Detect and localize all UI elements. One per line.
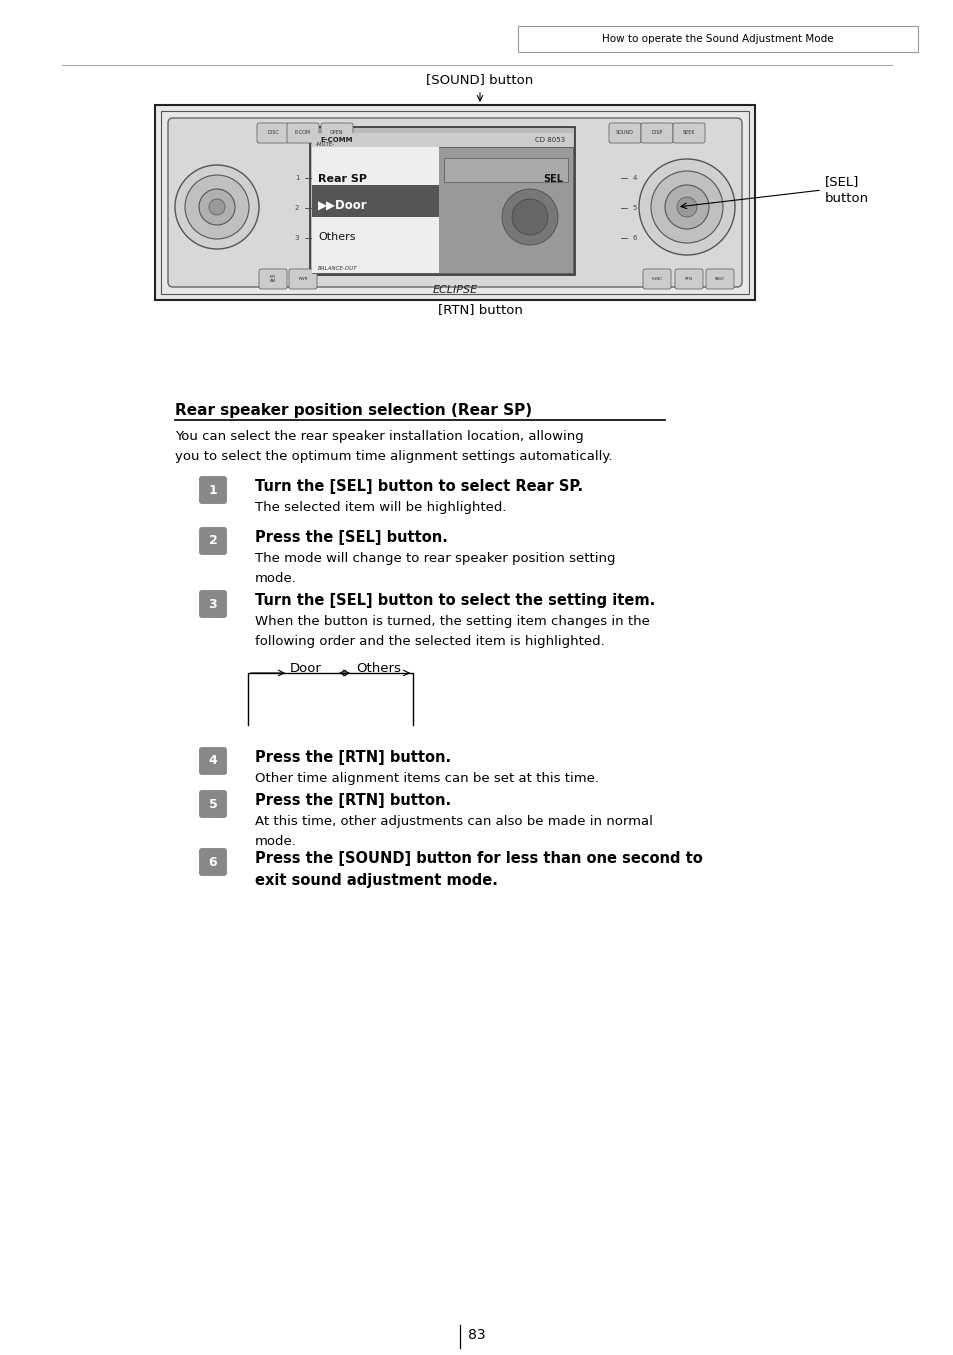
Text: 1: 1 [294, 175, 299, 182]
Text: 6: 6 [632, 234, 637, 241]
FancyBboxPatch shape [199, 527, 226, 554]
Text: Others: Others [355, 663, 400, 676]
Text: SEL: SEL [542, 173, 562, 184]
Text: ▶▶Door: ▶▶Door [317, 198, 367, 211]
FancyBboxPatch shape [256, 123, 289, 144]
FancyBboxPatch shape [705, 270, 733, 289]
Text: E-COM: E-COM [294, 130, 311, 136]
Text: you to select the optimum time alignment settings automatically.: you to select the optimum time alignment… [174, 450, 612, 463]
Bar [312, 133, 573, 149]
Text: Press the [SOUND] button for less than one second to: Press the [SOUND] button for less than o… [254, 851, 702, 866]
FancyBboxPatch shape [289, 270, 316, 289]
Text: [RTN] button: [RTN] button [437, 304, 522, 317]
Text: 4: 4 [632, 175, 637, 182]
FancyBboxPatch shape [608, 123, 640, 144]
Bar [517, 26, 917, 51]
Text: The selected item will be highlighted.: The selected item will be highlighted. [254, 501, 506, 514]
Text: Press the [SEL] button.: Press the [SEL] button. [254, 530, 447, 545]
Text: exit sound adjustment mode.: exit sound adjustment mode. [254, 873, 497, 888]
Text: BALANCE-OUT: BALANCE-OUT [317, 267, 357, 271]
Text: 83: 83 [468, 1328, 485, 1341]
Text: You can select the rear speaker installation location, allowing: You can select the rear speaker installa… [174, 430, 583, 443]
Text: SOUND: SOUND [616, 130, 634, 136]
Text: Press the [RTN] button.: Press the [RTN] button. [254, 751, 451, 766]
Text: FM
AM: FM AM [270, 275, 276, 283]
Bar [443, 159, 567, 182]
Text: E-COMM: E-COMM [319, 137, 352, 144]
Bar [312, 146, 438, 272]
FancyBboxPatch shape [258, 270, 287, 289]
Text: 3: 3 [209, 598, 217, 611]
Text: 2: 2 [294, 205, 299, 211]
Text: Other time alignment items can be set at this time.: Other time alignment items can be set at… [254, 772, 598, 785]
Text: When the button is turned, the setting item changes in the: When the button is turned, the setting i… [254, 615, 649, 627]
Bar [154, 104, 754, 299]
Text: Press the [RTN] button.: Press the [RTN] button. [254, 793, 451, 808]
FancyBboxPatch shape [199, 477, 226, 504]
Bar [312, 186, 438, 217]
Text: PWR: PWR [298, 276, 308, 280]
Text: 2: 2 [209, 534, 217, 547]
Text: following order and the selected item is highlighted.: following order and the selected item is… [254, 635, 604, 648]
FancyBboxPatch shape [168, 118, 741, 287]
Text: How to operate the Sound Adjustment Mode: How to operate the Sound Adjustment Mode [601, 34, 833, 43]
Text: mode.: mode. [254, 835, 296, 848]
Bar [310, 127, 575, 275]
Text: 6: 6 [209, 855, 217, 869]
Text: CD 8053: CD 8053 [535, 137, 564, 144]
Circle shape [677, 196, 697, 217]
Text: Rear speaker position selection (Rear SP): Rear speaker position selection (Rear SP… [174, 402, 532, 417]
Text: [SOUND] button: [SOUND] button [426, 73, 533, 87]
Circle shape [512, 199, 547, 234]
Circle shape [185, 175, 249, 238]
Text: 1: 1 [209, 484, 217, 496]
Text: 3: 3 [294, 234, 299, 241]
Text: -MUTE-: -MUTE- [315, 142, 335, 148]
Circle shape [639, 159, 734, 255]
Text: Turn the [SEL] button to select Rear SP.: Turn the [SEL] button to select Rear SP. [254, 480, 582, 495]
Text: [SEL]
button: [SEL] button [824, 176, 868, 205]
FancyBboxPatch shape [287, 123, 318, 144]
FancyBboxPatch shape [199, 591, 226, 618]
Circle shape [209, 199, 225, 215]
FancyBboxPatch shape [199, 748, 226, 775]
Text: Rear SP: Rear SP [317, 173, 367, 184]
Bar [312, 146, 573, 272]
Circle shape [501, 188, 558, 245]
FancyBboxPatch shape [320, 123, 353, 144]
FancyBboxPatch shape [199, 848, 226, 875]
Text: ECLIPSE: ECLIPSE [432, 285, 477, 295]
Text: DISC: DISC [267, 130, 278, 136]
Text: OPEN: OPEN [330, 130, 343, 136]
Text: Door: Door [290, 663, 321, 676]
FancyBboxPatch shape [642, 270, 670, 289]
Text: FUNC: FUNC [651, 276, 662, 280]
FancyBboxPatch shape [675, 270, 702, 289]
Text: 5: 5 [632, 205, 637, 211]
FancyBboxPatch shape [640, 123, 672, 144]
Circle shape [650, 171, 722, 243]
Text: RTN: RTN [684, 276, 692, 280]
Text: SEEK: SEEK [682, 130, 695, 136]
Text: DISP: DISP [651, 130, 662, 136]
Bar [161, 111, 748, 294]
Text: 4: 4 [209, 755, 217, 767]
FancyBboxPatch shape [672, 123, 704, 144]
Text: At this time, other adjustments can also be made in normal: At this time, other adjustments can also… [254, 814, 652, 828]
Text: PAST: PAST [714, 276, 724, 280]
FancyBboxPatch shape [199, 790, 226, 817]
Text: 5: 5 [209, 798, 217, 810]
Text: mode.: mode. [254, 572, 296, 585]
Text: Turn the [SEL] button to select the setting item.: Turn the [SEL] button to select the sett… [254, 593, 655, 608]
Circle shape [664, 186, 708, 229]
Circle shape [199, 188, 234, 225]
Circle shape [174, 165, 258, 249]
Text: The mode will change to rear speaker position setting: The mode will change to rear speaker pos… [254, 551, 615, 565]
Text: Others: Others [317, 232, 355, 243]
